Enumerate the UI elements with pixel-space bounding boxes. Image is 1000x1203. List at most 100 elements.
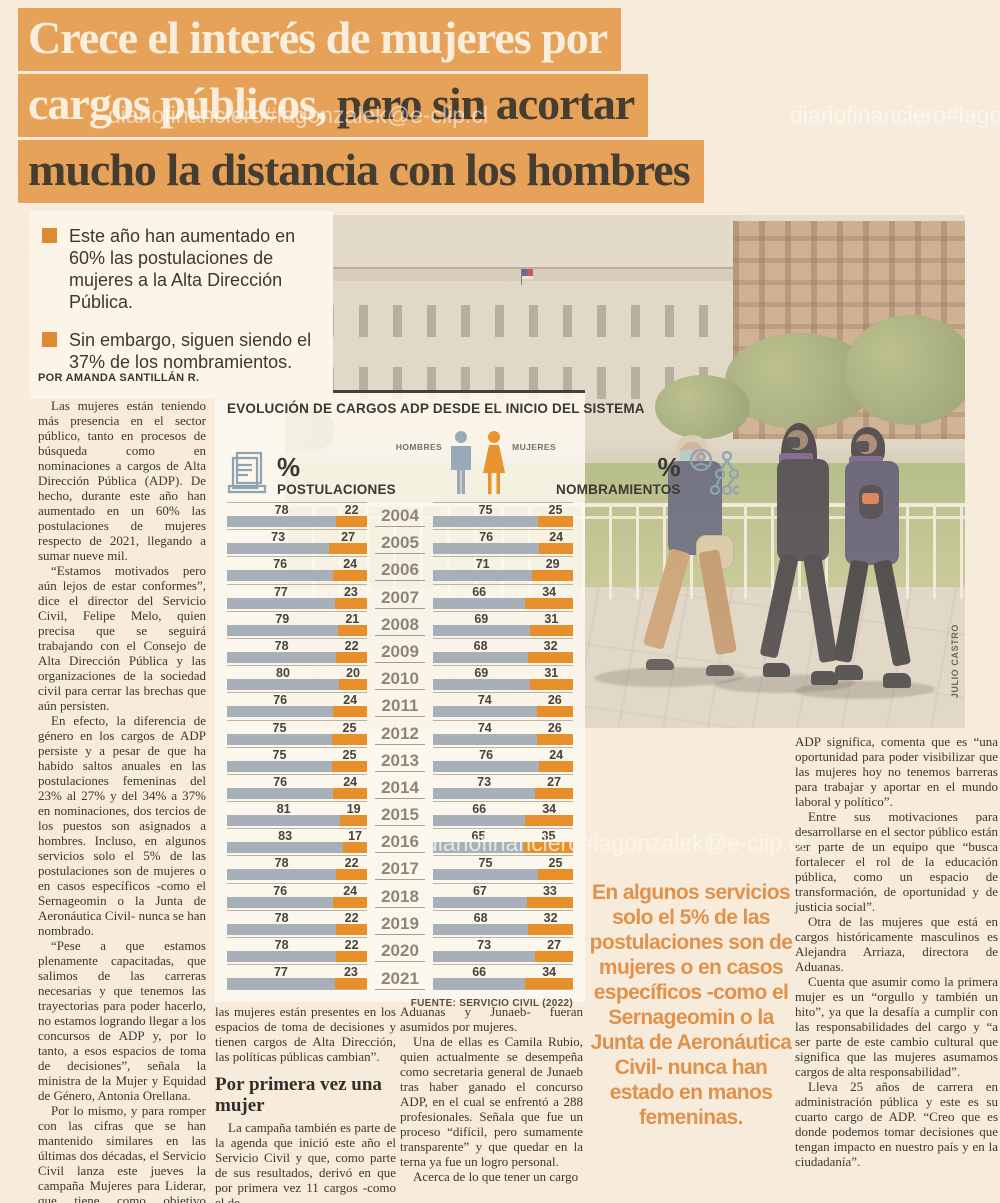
tree [845, 315, 965, 425]
person-walking [823, 427, 923, 689]
mujeres-value: 32 [543, 638, 558, 653]
percent-sign: % [657, 451, 681, 482]
headline-line-2: cargos públicos, pero sin acortar [18, 74, 649, 137]
paragraph: Entre sus motivaciones para desarrollars… [795, 809, 998, 914]
hombres-segment [227, 978, 335, 990]
year-label: 2021 [375, 969, 425, 991]
hombres-segment [227, 760, 332, 772]
headline-text-1: Crece el interés de mujeres por [28, 12, 608, 63]
hombres-value: 77 [273, 965, 288, 980]
paragraph: En efecto, la diferencia de género en lo… [38, 713, 206, 938]
hombres-value: 73 [271, 530, 286, 545]
mujeres-value: 24 [343, 774, 358, 789]
nombramientos-bar-pair: 74 26 [433, 719, 573, 745]
nombramientos-bar-pair: 75 25 [433, 855, 573, 881]
nombramientos-stacked-bar [433, 978, 573, 990]
hombres-segment [433, 733, 537, 745]
postulaciones-bar-pair: 78 22 [227, 502, 367, 527]
mujeres-value: 34 [542, 584, 557, 599]
chart-row-2009: 78 22 2009 68 32 [227, 637, 573, 663]
nombramientos-stacked-bar [433, 896, 573, 908]
hombres-value: 74 [477, 720, 492, 735]
hombres-segment [227, 787, 334, 799]
postulaciones-bar-pair: 78 22 [227, 909, 367, 935]
article-column-2: las mujeres están presentes en los espac… [215, 1004, 396, 1203]
palace-upper-floor [285, 215, 750, 267]
chart-header: % POSTULACIONES HOMBRES [227, 420, 739, 496]
hombres-value: 73 [477, 938, 492, 952]
nombramientos-bar-pair: 67 33 [433, 882, 573, 908]
hombres-segment [227, 842, 344, 854]
nombramientos-header: % NOMBRAMIENTOS [556, 448, 739, 496]
nombramientos-stacked-bar [433, 543, 573, 555]
postulaciones-values: 76 24 [227, 558, 367, 571]
postulaciones-stacked-bar [227, 679, 367, 691]
legend-mujeres-label: MUJERES [512, 442, 557, 452]
postulaciones-bar-pair: 77 23 [227, 583, 367, 609]
hombres-segment [433, 951, 536, 962]
hombres-value: 76 [479, 747, 494, 762]
hombres-segment [433, 679, 530, 691]
summary-bullet-text: Este año han aumentado en 60% las postul… [69, 226, 296, 312]
tree [725, 333, 875, 429]
paragraph: Las mujeres están teniendo más presencia… [38, 398, 206, 563]
nombramientos-stacked-bar [433, 815, 573, 827]
hombres-value: 79 [275, 611, 290, 626]
mujeres-value: 25 [548, 856, 563, 871]
postulaciones-bar-pair: 73 27 [227, 529, 367, 555]
mujeres-segment [337, 624, 367, 636]
hombres-segment [433, 543, 540, 555]
postulaciones-stacked-bar [227, 570, 367, 582]
year-label: 2007 [375, 588, 425, 609]
postulaciones-bar-pair: 76 24 [227, 773, 367, 799]
hombres-segment [227, 597, 335, 609]
postulaciones-values: 76 24 [227, 774, 367, 789]
mujeres-segment [525, 815, 573, 827]
mujeres-value: 32 [543, 910, 558, 925]
hombres-segment [433, 923, 529, 935]
hombres-value: 83 [278, 829, 293, 844]
hombres-segment [433, 597, 526, 609]
hombres-value: 74 [477, 693, 492, 708]
shadow [587, 667, 753, 687]
paragraph: las mujeres están presentes en los espac… [215, 1004, 396, 1064]
mujeres-segment [336, 923, 367, 935]
postulaciones-bar-pair: 80 20 [227, 665, 367, 691]
chart-row-2018: 76 24 2018 67 33 [227, 882, 573, 908]
background-buildings [733, 221, 965, 439]
chart-row-2015: 81 19 2015 66 34 [227, 801, 573, 827]
postulaciones-bar-pair: 76 24 [227, 556, 367, 582]
nombramientos-stacked-bar [433, 624, 573, 636]
nombramientos-stacked-bar [433, 760, 573, 772]
chart-row-2004: 78 22 2004 75 25 [227, 502, 573, 527]
tree [655, 375, 750, 439]
postulaciones-values: 78 22 [227, 939, 367, 952]
hombres-value: 78 [274, 638, 289, 653]
nombramientos-values: 74 26 [433, 693, 573, 708]
nombramientos-stacked-bar [433, 679, 573, 691]
mujeres-value: 29 [545, 557, 560, 572]
postulaciones-stacked-bar [227, 543, 367, 555]
mujeres-segment [333, 787, 367, 799]
chart-legend: HOMBRES MUJERES [396, 430, 556, 496]
chart-rows: 78 22 2004 75 25 73 27 2005 76 24 76 24 2006 71 29 77 23… [227, 502, 573, 991]
mujeres-segment [336, 869, 367, 881]
mujeres-segment [340, 815, 367, 827]
hombres-segment [227, 815, 341, 827]
hombres-segment [433, 570, 533, 582]
nombramientos-stacked-bar [433, 869, 573, 881]
postulaciones-values: 78 22 [227, 857, 367, 870]
nombramientos-bar-pair: 76 24 [433, 746, 573, 772]
paragraph: “Estamos motivados pero aún lejos de est… [38, 563, 206, 713]
hombres-segment [227, 733, 332, 745]
mujeres-value: 34 [542, 802, 557, 817]
paragraph: Por lo mismo, y para romper con las cifr… [38, 1103, 206, 1203]
headline-line-1: Crece el interés de mujeres por [18, 8, 622, 71]
chart-row-2010: 80 20 2010 69 31 [227, 665, 573, 691]
postulaciones-values: 73 27 [227, 530, 367, 545]
watermark: diariofinanciero#lago [790, 102, 1000, 128]
mujeres-segment [532, 570, 573, 582]
hombres-segment [227, 869, 337, 881]
bullet-square-icon [42, 228, 57, 243]
paragraph: Aduanas y Junaeb- fueran asumidos por mu… [400, 1004, 583, 1034]
